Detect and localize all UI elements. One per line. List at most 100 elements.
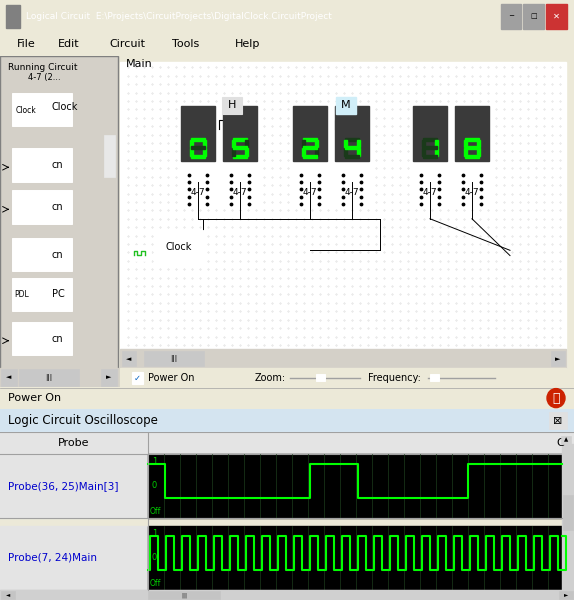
- Text: cn: cn: [52, 160, 64, 170]
- Bar: [181, 106, 215, 161]
- Text: ►: ►: [555, 356, 561, 362]
- Text: Clock: Clock: [52, 103, 79, 112]
- Bar: [233, 146, 247, 149]
- Bar: [122, 351, 136, 366]
- Text: ►: ►: [564, 593, 568, 598]
- Bar: [14, 284, 42, 307]
- Bar: [423, 138, 437, 141]
- Bar: [103, 82, 116, 324]
- Bar: [104, 134, 115, 177]
- Text: M: M: [341, 100, 351, 110]
- Text: Help: Help: [235, 40, 261, 49]
- Bar: [423, 155, 437, 158]
- Bar: [132, 372, 143, 384]
- Bar: [12, 190, 72, 224]
- Text: PDL: PDL: [14, 290, 29, 299]
- Bar: [315, 140, 318, 147]
- Bar: [477, 148, 480, 155]
- Text: Circuit: Circuit: [109, 40, 145, 49]
- Bar: [1, 591, 15, 599]
- Bar: [245, 148, 248, 155]
- Text: 4-7 (2...: 4-7 (2...: [28, 73, 61, 82]
- Bar: [345, 138, 359, 141]
- Bar: [316, 374, 325, 381]
- Text: ◄: ◄: [126, 356, 131, 362]
- Text: Edit: Edit: [57, 40, 79, 49]
- Bar: [14, 328, 42, 351]
- Bar: [465, 138, 479, 141]
- Bar: [148, 591, 220, 599]
- Bar: [19, 369, 79, 386]
- Bar: [12, 92, 72, 126]
- Bar: [191, 146, 205, 149]
- Text: Zoom:: Zoom:: [255, 373, 286, 383]
- Bar: [551, 351, 565, 366]
- Bar: [293, 106, 327, 161]
- Text: ⏻: ⏻: [552, 392, 560, 404]
- Text: ▲: ▲: [564, 437, 568, 442]
- Text: 4-7: 4-7: [302, 188, 317, 197]
- Bar: [303, 138, 317, 141]
- Bar: [148, 454, 562, 518]
- Bar: [422, 140, 425, 147]
- Bar: [413, 106, 447, 161]
- Bar: [477, 140, 480, 147]
- Bar: [344, 140, 347, 147]
- Bar: [12, 148, 72, 182]
- Text: C: C: [556, 438, 564, 448]
- Bar: [1, 369, 17, 386]
- Text: Clock: Clock: [166, 242, 192, 252]
- Circle shape: [547, 389, 565, 407]
- Bar: [14, 244, 42, 267]
- Text: Off: Off: [150, 578, 161, 587]
- Text: ◄: ◄: [6, 374, 11, 380]
- Bar: [0, 368, 118, 387]
- Text: Probe(7, 24)Main: Probe(7, 24)Main: [8, 553, 97, 563]
- Text: 4-7: 4-7: [232, 188, 247, 197]
- Bar: [190, 148, 193, 155]
- Bar: [191, 138, 205, 141]
- Bar: [430, 374, 439, 381]
- Bar: [546, 4, 567, 29]
- Text: cn: cn: [52, 334, 64, 344]
- Bar: [0, 454, 148, 518]
- Bar: [0, 590, 574, 600]
- Text: □: □: [530, 13, 537, 19]
- Bar: [14, 98, 44, 123]
- Bar: [563, 495, 573, 530]
- Bar: [233, 155, 247, 158]
- Text: Power On: Power On: [148, 373, 195, 383]
- Text: Running Circuit: Running Circuit: [8, 63, 77, 72]
- Bar: [422, 148, 425, 155]
- Text: 1: 1: [152, 457, 157, 466]
- Bar: [435, 148, 438, 155]
- Text: H: H: [228, 100, 236, 110]
- Text: ─: ─: [509, 13, 513, 19]
- Bar: [232, 140, 235, 147]
- Text: 0: 0: [152, 553, 157, 562]
- Bar: [148, 526, 562, 590]
- Text: ✕: ✕: [553, 12, 560, 21]
- Bar: [245, 140, 248, 147]
- Text: Frequency:: Frequency:: [368, 373, 421, 383]
- Bar: [14, 155, 42, 178]
- Text: Clock: Clock: [16, 106, 37, 115]
- Bar: [120, 349, 566, 368]
- Text: Main: Main: [126, 59, 153, 69]
- Text: PC: PC: [52, 289, 65, 299]
- Bar: [220, 103, 260, 208]
- Bar: [222, 97, 242, 113]
- Bar: [465, 155, 479, 158]
- Text: ⊠: ⊠: [553, 416, 563, 425]
- Bar: [345, 155, 359, 158]
- Bar: [303, 155, 317, 158]
- Bar: [6, 5, 20, 28]
- Bar: [178, 103, 218, 208]
- Bar: [120, 368, 566, 387]
- Bar: [133, 246, 151, 261]
- Bar: [344, 148, 347, 155]
- Bar: [12, 238, 72, 271]
- Text: 0: 0: [152, 481, 157, 490]
- Bar: [223, 106, 257, 161]
- Bar: [12, 278, 72, 311]
